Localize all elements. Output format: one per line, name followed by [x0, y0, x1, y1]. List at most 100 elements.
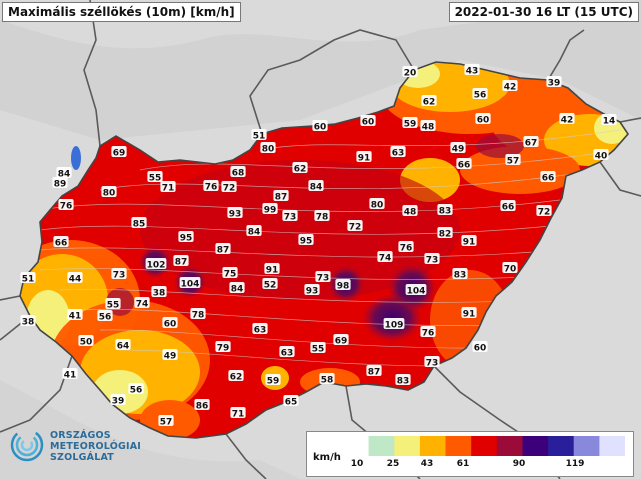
station-gust-value: 69: [335, 337, 348, 347]
station-gust-label: 57: [158, 415, 174, 428]
station-label-background: [162, 349, 178, 360]
station-label-background: [101, 186, 117, 197]
station-gust-label: 69: [111, 146, 127, 159]
station-gust-value: 52: [264, 281, 277, 291]
station-gust-value: 56: [474, 91, 487, 101]
station-gust-value: 40: [595, 152, 608, 162]
station-gust-value: 73: [426, 256, 439, 266]
legend-swatch: [548, 436, 575, 456]
station-gust-label: 80: [260, 142, 276, 155]
station-gust-label: 79: [215, 341, 231, 354]
station-label-background: [402, 205, 418, 216]
station-gust-label: 83: [452, 268, 468, 281]
station-label-background: [505, 154, 521, 165]
legend-tick: 90: [512, 459, 526, 469]
station-label-background: [262, 203, 278, 214]
station-gust-value: 79: [217, 344, 230, 354]
station-label-background: [500, 200, 516, 211]
station-gust-value: 70: [504, 265, 517, 275]
map-title: Maximális széllökés (10m) [km/h]: [2, 2, 241, 22]
station-label-background: [111, 146, 127, 157]
station-label-background: [546, 76, 562, 87]
station-label-background: [424, 253, 440, 264]
station-label-background: [160, 181, 176, 192]
station-gust-label: 39: [110, 394, 126, 407]
station-label-background: [67, 272, 83, 283]
station-gust-value: 51: [22, 275, 35, 285]
station-label-background: [265, 374, 281, 385]
omsz-logo-icon: [10, 428, 44, 462]
station-gust-value: 57: [507, 157, 520, 167]
color-legend: km/h 10 25 43 61 90 119: [306, 431, 634, 477]
station-gust-value: 84: [231, 285, 244, 295]
station-gust-value: 73: [426, 359, 439, 369]
legend-swatch: [368, 436, 395, 456]
station-gust-value: 44: [69, 275, 82, 285]
station-gust-label: 76: [203, 180, 219, 193]
station-gust-value: 91: [463, 238, 476, 248]
station-gust-label: 84: [56, 167, 72, 180]
station-label-background: [395, 374, 411, 385]
station-gust-value: 67: [525, 139, 538, 149]
station-gust-value: 75: [224, 270, 237, 280]
station-gust-label: 65: [283, 395, 299, 408]
station-gust-label: 55: [147, 171, 163, 184]
station-label-background: [369, 198, 385, 209]
station-gust-label: 72: [347, 220, 363, 233]
station-gust-label: 56: [97, 310, 113, 323]
station-gust-label: 56: [472, 88, 488, 101]
station-gust-value: 99: [264, 206, 277, 216]
station-gust-value: 39: [548, 79, 561, 89]
station-gust-label: 71: [230, 407, 246, 420]
station-gust-value: 63: [254, 326, 267, 336]
station-gust-value: 60: [477, 116, 490, 126]
station-gust-value: 84: [248, 228, 261, 238]
station-gust-value: 84: [310, 183, 323, 193]
station-gust-value: 80: [371, 201, 384, 211]
station-gust-value: 66: [542, 174, 555, 184]
station-gust-label: 68: [230, 166, 246, 179]
station-gust-label: 51: [20, 272, 36, 285]
station-gust-value: 87: [175, 258, 188, 268]
station-gust-value: 39: [112, 397, 125, 407]
station-gust-value: 87: [368, 368, 381, 378]
station-gust-label: 87: [173, 255, 189, 268]
station-label-background: [420, 120, 436, 131]
legend-unit: km/h: [313, 452, 341, 463]
legend-swatch: [522, 436, 549, 456]
station-label-background: [283, 395, 299, 406]
legend-colorbar: [343, 436, 625, 456]
station-gust-label: 98: [335, 279, 351, 292]
station-gust-label: 73: [111, 268, 127, 281]
legend-swatch: [445, 436, 472, 456]
station-label-background: [398, 241, 414, 252]
legend-tick: 119: [565, 459, 585, 469]
station-gust-value: 69: [113, 149, 126, 159]
station-gust-label: 91: [461, 307, 477, 320]
station-gust-value: 55: [149, 174, 162, 184]
station-gust-label: 48: [402, 205, 418, 218]
station-gust-value: 20: [404, 69, 417, 79]
station-gust-value: 66: [458, 161, 471, 171]
station-gust-label: 44: [67, 272, 83, 285]
station-gust-label: 62: [228, 370, 244, 383]
station-label-background: [402, 66, 418, 77]
logo-line-2: METEOROLÓGIAI: [50, 441, 141, 452]
station-gust-label: 76: [398, 241, 414, 254]
station-label-background: [356, 151, 372, 162]
station-gust-value: 71: [162, 184, 175, 194]
station-gust-value: 60: [164, 320, 177, 330]
station-gust-value: 76: [205, 183, 218, 193]
station-gust-value: 49: [452, 145, 465, 155]
legend-swatch: [496, 436, 523, 456]
station-label-background: [472, 88, 488, 99]
station-gust-value: 76: [400, 244, 413, 254]
station-gust-value: 63: [281, 349, 294, 359]
station-label-background: [251, 129, 267, 140]
station-gust-label: 104: [179, 277, 201, 290]
station-gust-value: 83: [397, 377, 410, 387]
station-gust-value: 66: [55, 239, 68, 249]
station-label-background: [215, 243, 231, 254]
